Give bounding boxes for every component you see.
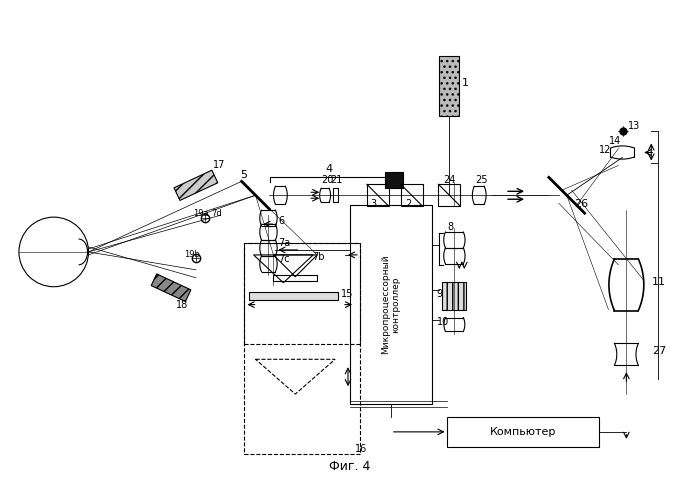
- Text: 7a: 7a: [278, 238, 291, 248]
- Bar: [442, 282, 466, 310]
- Bar: [350, 205, 431, 404]
- Text: 15: 15: [341, 289, 354, 299]
- Text: Фиг. 4: Фиг. 4: [329, 460, 370, 473]
- Text: 2: 2: [405, 199, 412, 209]
- Bar: [367, 185, 389, 206]
- Polygon shape: [174, 170, 218, 200]
- Bar: [249, 292, 338, 300]
- Text: Микропроцессорный
контроллер: Микропроцессорный контроллер: [381, 255, 401, 354]
- Bar: [447, 417, 598, 447]
- Text: 1: 1: [461, 78, 468, 88]
- Bar: [273, 275, 317, 281]
- Text: 19b: 19b: [184, 250, 200, 259]
- Text: 12: 12: [598, 144, 611, 154]
- Text: 5: 5: [240, 170, 247, 180]
- Text: Компьютер: Компьютер: [490, 427, 556, 437]
- Text: 4: 4: [325, 164, 332, 174]
- Text: 8: 8: [447, 222, 454, 232]
- Bar: [440, 56, 459, 116]
- Text: 6: 6: [278, 216, 284, 226]
- Text: 19a: 19a: [193, 209, 208, 218]
- Text: 18: 18: [176, 300, 188, 310]
- Text: 7d: 7d: [211, 209, 222, 218]
- Polygon shape: [151, 274, 191, 302]
- Text: 21: 21: [330, 175, 343, 185]
- Bar: [401, 185, 423, 206]
- Text: 27: 27: [652, 347, 666, 356]
- Text: 7b: 7b: [312, 252, 325, 262]
- Bar: [244, 243, 360, 454]
- Text: 7c: 7c: [278, 254, 290, 264]
- Text: 25: 25: [475, 175, 488, 185]
- Text: 3: 3: [370, 199, 376, 209]
- Text: 16: 16: [355, 444, 367, 454]
- Text: 11: 11: [652, 277, 666, 287]
- Text: 20: 20: [321, 175, 333, 185]
- Bar: [244, 243, 360, 344]
- Text: 13: 13: [628, 120, 640, 130]
- Text: 14: 14: [609, 136, 621, 146]
- Text: 10: 10: [436, 317, 449, 327]
- Text: 17: 17: [212, 161, 225, 171]
- Bar: [438, 185, 461, 206]
- Text: 24: 24: [443, 175, 456, 185]
- Bar: [333, 188, 338, 202]
- Text: 26: 26: [574, 199, 588, 209]
- Bar: [384, 173, 403, 188]
- Text: 9: 9: [436, 289, 442, 299]
